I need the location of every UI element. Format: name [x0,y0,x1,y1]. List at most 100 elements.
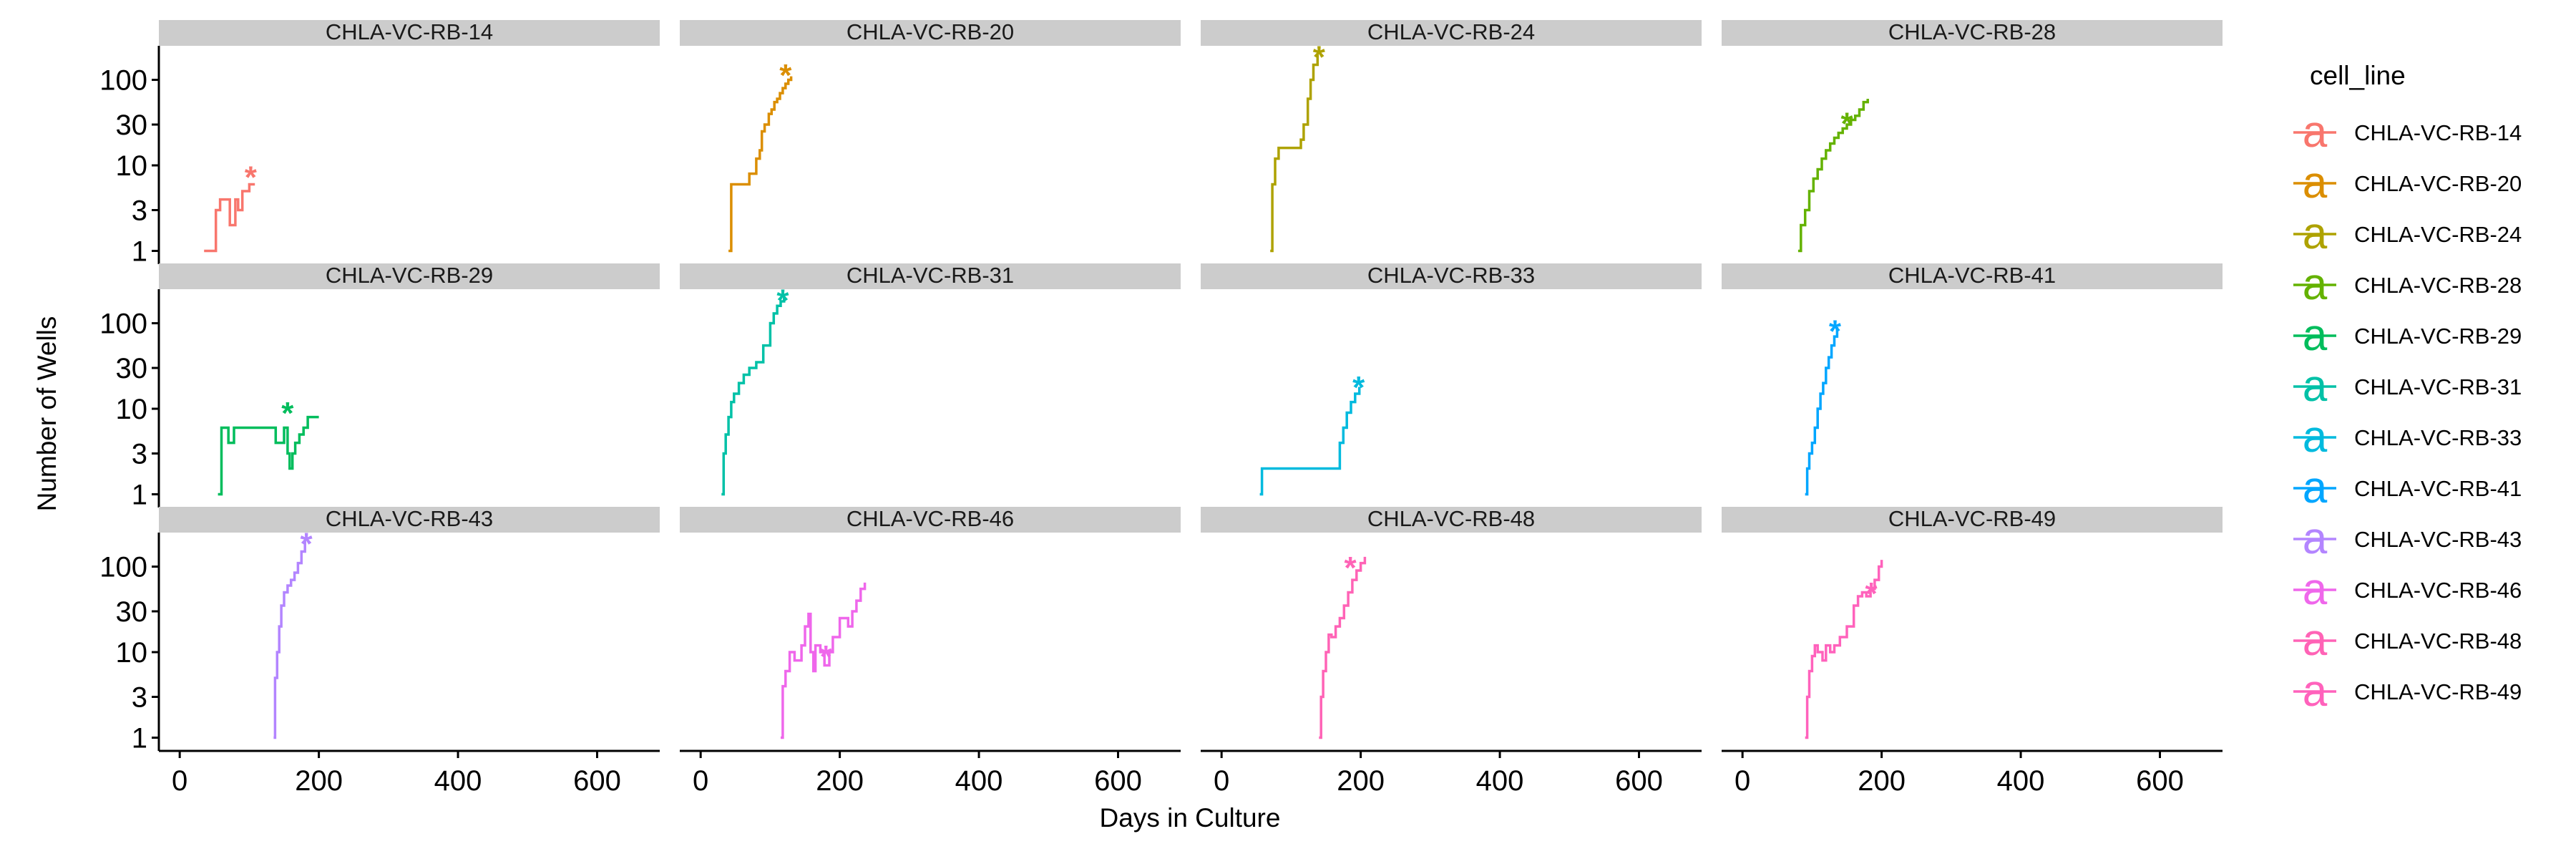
x-tick-label: 600 [2136,765,2184,797]
facet-panel: CHLA-VC-RB-14 1 3 10 30 100 * [99,19,660,267]
facet-strip-label: CHLA-VC-RB-24 [1367,19,1535,44]
legend-key-glyph: a [2303,311,2328,360]
event-marker: * [776,283,789,318]
series-line [1270,54,1319,253]
legend-label: CHLA-VC-RB-33 [2354,425,2522,450]
event-marker: * [1352,370,1365,405]
facet-strip [1201,507,1702,533]
x-tick-label: 0 [172,765,187,797]
facet-strip [1722,507,2223,533]
legend-label: CHLA-VC-RB-24 [2354,222,2522,247]
legend-items: a CHLA-VC-RB-14 a CHLA-VC-RB-20 a CHLA-VC-RB-… [2293,107,2522,716]
event-marker: * [1865,576,1878,611]
legend-label: CHLA-VC-RB-31 [2354,374,2522,399]
legend-label: CHLA-VC-RB-41 [2354,476,2522,501]
y-tick-label: 30 [116,110,148,141]
legend-key-glyph: a [2303,412,2328,462]
y-tick-label: 1 [132,479,147,510]
facet-strip-label: CHLA-VC-RB-49 [1888,506,2056,531]
x-tick-label: 200 [1858,765,1906,797]
facet-panel: CHLA-VC-RB-49 0 200 400 600 * [1722,506,2223,797]
facet-panel: CHLA-VC-RB-31 * [680,263,1181,496]
legend-label: CHLA-VC-RB-46 [2354,578,2522,603]
facet-strip-label: CHLA-VC-RB-46 [847,506,1014,531]
legend-item: a CHLA-VC-RB-20 [2293,158,2522,208]
facet-panel: CHLA-VC-RB-28 * [1722,19,2223,253]
legend-item: a CHLA-VC-RB-46 [2293,565,2522,614]
legend-item: a CHLA-VC-RB-28 [2293,260,2522,309]
legend-key-glyph: a [2303,107,2328,157]
facet-strip [680,263,1181,289]
y-axis-title: Number of Wells [32,316,62,512]
x-tick-label: 200 [1337,765,1385,797]
event-marker: * [1840,107,1853,142]
y-tick-label: 10 [116,394,148,425]
legend-key-glyph: a [2303,260,2328,309]
y-tick-label: 100 [99,309,147,340]
series-line [721,297,786,496]
series-line [273,540,306,739]
facet-strip [680,507,1181,533]
legend: cell_line a CHLA-VC-RB-14 a CHLA-VC-RB-20 a C… [2293,61,2522,716]
legend-key-glyph: a [2303,463,2328,513]
facet-strip [159,20,660,46]
facet-strip-label: CHLA-VC-RB-20 [847,19,1014,44]
facet-strip-label: CHLA-VC-RB-33 [1367,263,1535,288]
y-tick-label: 1 [132,722,147,754]
y-tick-label: 30 [116,596,148,628]
y-tick-label: 100 [99,65,147,97]
facet-strip-label: CHLA-VC-RB-48 [1367,506,1535,531]
x-tick-label: 400 [955,765,1003,797]
facet-strip [1201,20,1702,46]
event-marker: * [1313,39,1326,74]
facet-strip-label: CHLA-VC-RB-41 [1888,263,2056,288]
event-marker: * [1829,314,1842,349]
event-marker: * [245,160,258,195]
facet-strip [1722,263,2223,289]
y-tick-label: 100 [99,552,147,583]
series-line [728,76,793,253]
facet-panel: CHLA-VC-RB-41 * [1722,263,2223,496]
facet-strip-label: CHLA-VC-RB-29 [326,263,493,288]
legend-item: a CHLA-VC-RB-29 [2293,311,2522,360]
facet-panel: CHLA-VC-RB-20 * [680,19,1181,253]
facet-panel: CHLA-VC-RB-29 1 3 10 30 100 * [99,263,660,510]
event-marker: * [1344,550,1357,586]
legend-label: CHLA-VC-RB-43 [2354,527,2522,552]
x-tick-label: 600 [1094,765,1142,797]
legend-item: a CHLA-VC-RB-33 [2293,412,2522,462]
series-line [1259,387,1361,496]
facet-strip-label: CHLA-VC-RB-14 [326,19,493,44]
legend-label: CHLA-VC-RB-48 [2354,629,2522,654]
facet-strip-label: CHLA-VC-RB-43 [326,506,493,531]
series-line [781,582,867,739]
x-tick-label: 0 [693,765,708,797]
legend-key-glyph: a [2303,616,2328,665]
legend-key-glyph: a [2303,361,2328,411]
legend-item: a CHLA-VC-RB-48 [2293,616,2522,665]
y-tick-label: 30 [116,353,148,384]
legend-label: CHLA-VC-RB-14 [2354,120,2522,145]
legend-key-glyph: a [2303,666,2328,716]
facet-strip-label: CHLA-VC-RB-31 [847,263,1014,288]
event-marker: * [779,58,792,93]
legend-key-glyph: a [2303,209,2328,258]
x-tick-label: 400 [1997,765,2045,797]
event-marker: * [301,526,313,561]
legend-item: a CHLA-VC-RB-31 [2293,361,2522,411]
x-tick-label: 400 [1476,765,1524,797]
y-tick-label: 3 [132,195,147,226]
facet-strip [1201,263,1702,289]
x-tick-label: 200 [816,765,864,797]
event-marker: * [281,396,294,431]
legend-item: a CHLA-VC-RB-24 [2293,209,2522,258]
legend-item: a CHLA-VC-RB-49 [2293,666,2522,716]
legend-key-glyph: a [2303,514,2328,563]
y-tick-label: 1 [132,236,147,267]
series-line [218,415,319,496]
facet-panels: CHLA-VC-RB-14131030100*CHLA-VC-RB-20*CHL… [99,19,2223,797]
facet-panel: CHLA-VC-RB-48 0 200 400 600 * [1201,506,1702,797]
series-line [1805,560,1883,739]
x-tick-label: 0 [1735,765,1750,797]
